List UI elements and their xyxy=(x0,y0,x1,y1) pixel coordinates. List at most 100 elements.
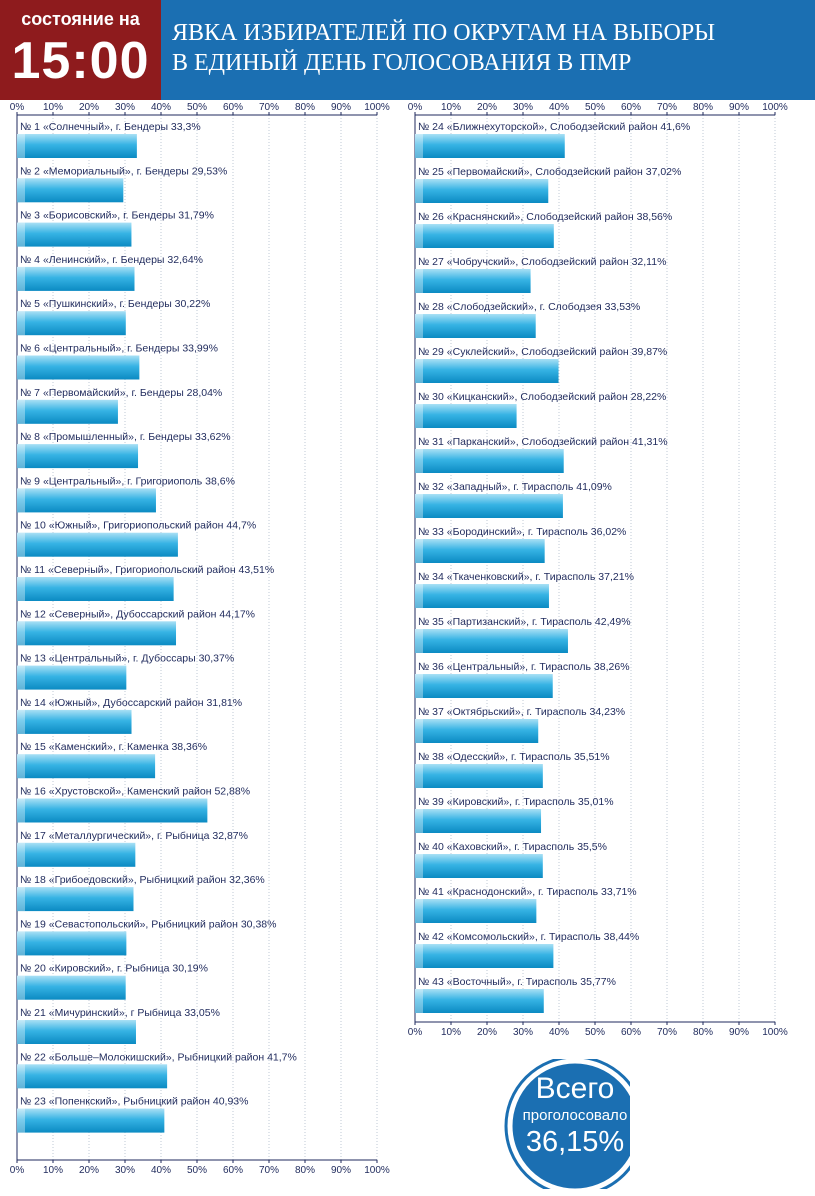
bar-highlight-left-8 xyxy=(17,444,25,469)
bar-highlight-left-1 xyxy=(17,134,25,158)
bar-right-20 xyxy=(415,989,544,1013)
tick-label-top-left-10: 100% xyxy=(364,102,390,113)
bar-label-right-20: № 43 «Восточный», г. Тирасполь 35,77% xyxy=(418,976,616,988)
bar-label-left-12: № 12 «Северный», Дубоссарский район 44,1… xyxy=(20,608,255,620)
chart-panel-right: 0% 10% 20% 30% 40% 50% 60% 70% 80% 90% 100% 0% 10% 20… xyxy=(408,102,788,1038)
bar-highlight-left-10 xyxy=(17,532,25,557)
tick-label-bottom-left-2: 20% xyxy=(79,1165,99,1176)
total-value: 36,15% xyxy=(525,1126,625,1158)
bar-label-left-20: № 20 «Кировский», г. Рыбница 30,19% xyxy=(20,963,208,975)
bar-label-right-2: № 25 «Первомайский», Слободзейский район… xyxy=(418,166,681,178)
bar-label-left-9: № 9 «Центральный», г. Григориополь 38,6% xyxy=(20,475,235,487)
total-badge xyxy=(504,1059,630,1189)
bar-left-19 xyxy=(17,931,127,956)
bar-highlight-left-21 xyxy=(17,1020,25,1044)
tick-label-top-right-4: 40% xyxy=(549,102,569,113)
bar-label-left-7: № 7 «Первомайский», г. Бендеры 28,04% xyxy=(20,387,222,399)
status-time: 15:00 xyxy=(11,32,150,90)
tick-label-bottom-left-1: 10% xyxy=(43,1165,63,1176)
bar-highlight-right-4 xyxy=(415,269,423,293)
bar-left-18 xyxy=(17,887,134,912)
bar-label-left-22: № 22 «Больше–Молокишский», Рыбницкий рай… xyxy=(20,1051,297,1063)
bar-highlight-right-3 xyxy=(415,224,423,248)
bar-highlight-left-14 xyxy=(17,709,25,734)
bar-highlight-right-10 xyxy=(415,539,423,563)
tick-label-bottom-left-7: 70% xyxy=(259,1165,279,1176)
status-box: состояние на 15:00 xyxy=(0,0,161,100)
tick-label-top-right-7: 70% xyxy=(657,102,677,113)
tick-label-top-right-2: 20% xyxy=(477,102,497,113)
bar-highlight-right-1 xyxy=(415,134,423,158)
bar-right-5 xyxy=(415,314,536,338)
bar-label-left-21: № 21 «Мичуринский», г Рыбница 33,05% xyxy=(20,1007,220,1019)
total-title: Всего xyxy=(535,1072,615,1105)
bar-right-14 xyxy=(415,719,539,743)
bar-highlight-left-18 xyxy=(17,887,25,912)
bar-highlight-left-2 xyxy=(17,178,25,203)
bar-left-3 xyxy=(17,222,132,247)
bar-highlight-left-17 xyxy=(17,842,25,867)
bar-highlight-right-11 xyxy=(415,584,423,608)
bar-highlight-right-18 xyxy=(415,899,423,923)
bar-label-left-13: № 13 «Центральный», г. Дубоссары 30,37% xyxy=(20,653,234,665)
chart-panel-left: 0% 10% 20% 30% 40% 50% 60% 70% 80% 90% 100% 0% 10% 20… xyxy=(10,102,390,1176)
bar-left-13 xyxy=(17,665,127,690)
bar-left-6 xyxy=(17,355,140,380)
bar-highlight-left-23 xyxy=(17,1108,25,1133)
bar-label-right-14: № 37 «Октябрьский», г. Тирасполь 34,23% xyxy=(418,706,625,718)
page-title: ЯВКА ИЗБИРАТЕЛЕЙ ПО ОКРУГАМ НА ВЫБОРЫ В … xyxy=(172,18,812,78)
bar-right-2 xyxy=(415,179,549,203)
bar-label-left-18: № 18 «Грибоедовский», Рыбницкий район 32… xyxy=(20,874,265,886)
bar-label-left-10: № 10 «Южный», Григориопольский район 44,… xyxy=(20,520,256,532)
bar-left-7 xyxy=(17,399,118,424)
bar-label-right-10: № 33 «Бородинский», г. Тирасполь 36,02% xyxy=(418,526,626,538)
tick-label-bottom-left-0: 0% xyxy=(10,1165,25,1176)
bar-left-16 xyxy=(17,798,208,823)
tick-label-top-left-0: 0% xyxy=(10,102,25,113)
tick-label-top-left-5: 50% xyxy=(187,102,207,113)
bar-label-left-14: № 14 «Южный», Дубоссарский район 31,81% xyxy=(20,697,242,709)
tick-label-top-left-7: 70% xyxy=(259,102,279,113)
bar-label-left-23: № 23 «Попенкский», Рыбницкий район 40,93… xyxy=(20,1096,248,1108)
tick-label-bottom-left-9: 90% xyxy=(331,1165,351,1176)
tick-label-bottom-left-6: 60% xyxy=(223,1165,243,1176)
bar-highlight-left-4 xyxy=(17,266,25,291)
bar-left-10 xyxy=(17,532,178,557)
total-subtitle: проголосовало xyxy=(522,1107,628,1124)
bar-label-right-19: № 42 «Комсомольский», г. Тирасполь 38,44… xyxy=(418,931,639,943)
tick-label-top-right-9: 90% xyxy=(729,102,749,113)
status-label: состояние на xyxy=(21,9,140,29)
bar-highlight-right-6 xyxy=(415,359,423,383)
tick-label-top-right-8: 80% xyxy=(693,102,713,113)
tick-label-bottom-right-9: 90% xyxy=(729,1027,749,1038)
bar-highlight-left-20 xyxy=(17,975,25,1000)
tick-label-bottom-right-4: 40% xyxy=(549,1027,569,1038)
bar-label-left-19: № 19 «Севастопольский», Рыбницкий район … xyxy=(20,918,276,930)
bar-right-3 xyxy=(415,224,554,248)
tick-label-top-left-9: 90% xyxy=(331,102,351,113)
bar-highlight-left-22 xyxy=(17,1064,25,1089)
bar-label-left-5: № 5 «Пушкинский», г. Бендеры 30,22% xyxy=(20,298,210,310)
bar-highlight-right-5 xyxy=(415,314,423,338)
tick-label-top-left-3: 30% xyxy=(115,102,135,113)
bar-label-left-11: № 11 «Северный», Григориопольский район … xyxy=(20,564,274,576)
bar-right-4 xyxy=(415,269,531,293)
bar-left-15 xyxy=(17,754,156,779)
bar-highlight-right-14 xyxy=(415,719,423,743)
bar-highlight-right-15 xyxy=(415,764,423,788)
tick-label-top-right-3: 30% xyxy=(513,102,533,113)
bar-label-left-4: № 4 «Ленинский», г. Бендеры 32,64% xyxy=(20,254,203,266)
bar-highlight-right-9 xyxy=(415,494,423,518)
bar-left-20 xyxy=(17,975,126,1000)
tick-label-bottom-right-8: 80% xyxy=(693,1027,713,1038)
bar-left-12 xyxy=(17,621,177,646)
bar-label-right-8: № 31 «Парканский», Слободзейский район 4… xyxy=(418,436,668,448)
bar-right-12 xyxy=(415,629,568,653)
bar-right-16 xyxy=(415,809,542,833)
bar-left-4 xyxy=(17,266,135,291)
tick-label-bottom-left-4: 40% xyxy=(151,1165,171,1176)
title-line-2: В ЕДИНЫЙ ДЕНЬ ГОЛОСОВАНИЯ В ПМР xyxy=(172,50,632,76)
bar-label-right-11: № 34 «Ткаченковский», г. Тирасполь 37,21… xyxy=(418,571,634,583)
bar-right-19 xyxy=(415,944,554,968)
bar-right-6 xyxy=(415,359,559,383)
